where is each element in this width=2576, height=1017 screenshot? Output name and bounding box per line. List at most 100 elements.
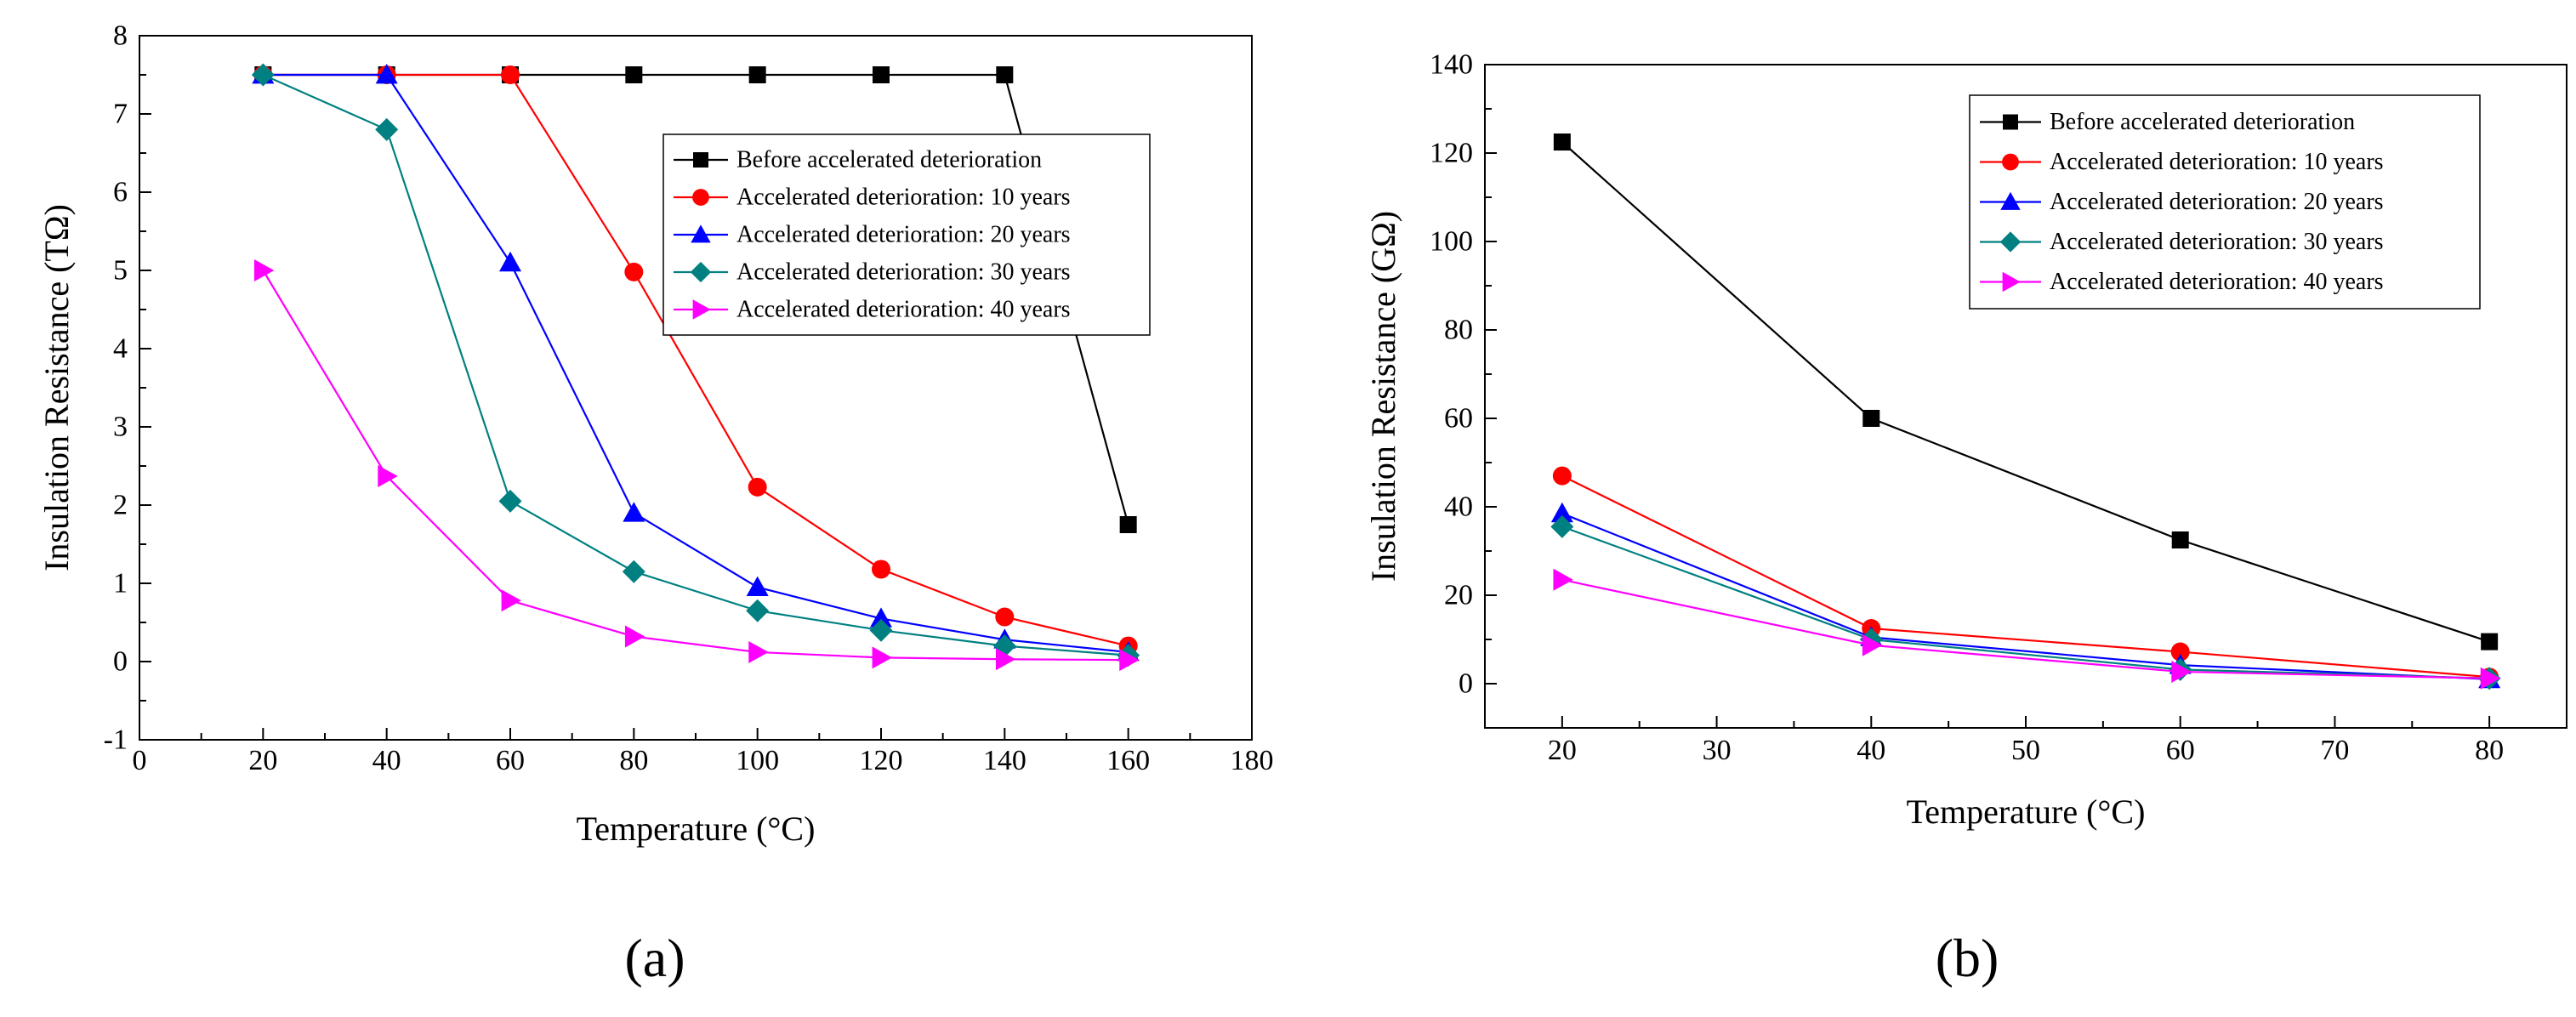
y-tick-label: 1 bbox=[113, 568, 128, 599]
data-point bbox=[251, 63, 275, 87]
legend-item: Accelerated deterioration: 20 years bbox=[1980, 189, 2384, 215]
data-point bbox=[1862, 410, 1880, 427]
y-tick-label: 40 bbox=[1444, 491, 1473, 523]
data-point bbox=[1550, 514, 1574, 538]
data-point bbox=[1119, 516, 1137, 533]
y-tick-label: 20 bbox=[1444, 580, 1473, 611]
y-tick-label: 0 bbox=[113, 646, 128, 678]
data-point bbox=[501, 589, 521, 612]
legend-marker bbox=[2002, 153, 2019, 171]
y-tick-label: 8 bbox=[113, 20, 128, 52]
legend-item: Accelerated deterioration: 40 years bbox=[1980, 269, 2384, 295]
panel-label-a: (a) bbox=[624, 928, 685, 988]
data-point bbox=[1119, 649, 1140, 672]
x-tick-label: 160 bbox=[1106, 745, 1150, 776]
data-point bbox=[995, 648, 1016, 671]
data-point bbox=[1550, 502, 1573, 523]
legend-item: Accelerated deterioration: 10 years bbox=[1980, 149, 2384, 175]
x-tick-label: 140 bbox=[983, 745, 1026, 776]
y-tick-label: 120 bbox=[1430, 138, 1473, 169]
x-tick-label: 20 bbox=[248, 745, 277, 776]
legend-item: Before accelerated deterioration bbox=[1980, 109, 2355, 135]
series-line bbox=[262, 270, 1129, 662]
data-point bbox=[375, 117, 399, 141]
x-tick-label: 100 bbox=[736, 745, 779, 776]
legend-marker bbox=[2003, 114, 2018, 130]
data-point bbox=[2481, 633, 2499, 651]
series-line bbox=[1561, 526, 2490, 679]
legend-label: Accelerated deterioration: 10 years bbox=[736, 185, 1071, 211]
data-point bbox=[2480, 667, 2501, 690]
x-tick-label: 60 bbox=[2166, 735, 2195, 766]
x-tick-label: 180 bbox=[1231, 745, 1274, 776]
series-line bbox=[263, 73, 1129, 647]
data-point bbox=[746, 599, 770, 622]
legend-item: Accelerated deterioration: 10 years bbox=[674, 185, 1071, 211]
y-tick-label: 5 bbox=[113, 255, 128, 287]
series-3 bbox=[1550, 502, 2501, 689]
series-line bbox=[1561, 474, 2490, 679]
legend-item: Before accelerated deterioration bbox=[674, 147, 1042, 173]
legend-label: Accelerated deterioration: 30 years bbox=[736, 259, 1071, 286]
y-tick-label: -1 bbox=[104, 724, 128, 756]
series-5 bbox=[1553, 568, 2501, 690]
y-axis-title: Insulation Resistance (TΩ) bbox=[37, 204, 76, 571]
legend-marker bbox=[2000, 191, 2021, 210]
legend-item: Accelerated deterioration: 30 years bbox=[674, 259, 1071, 286]
series-layer bbox=[251, 63, 1140, 672]
data-point bbox=[1862, 633, 1883, 656]
x-axis-title: Temperature (°C) bbox=[577, 810, 816, 848]
data-point bbox=[748, 66, 766, 83]
legend-marker bbox=[693, 152, 708, 168]
data-point bbox=[623, 502, 645, 522]
x-tick-label: 30 bbox=[1703, 735, 1732, 766]
series-layer bbox=[1550, 134, 2501, 690]
legend-marker bbox=[692, 189, 709, 206]
y-axis-title: Insulation Resistance (GΩ) bbox=[1364, 211, 1402, 582]
y-tick-label: 3 bbox=[113, 412, 128, 443]
x-tick-label: 40 bbox=[1857, 735, 1885, 766]
series-1 bbox=[1553, 134, 2499, 651]
data-point bbox=[870, 607, 892, 628]
series-5 bbox=[253, 259, 1140, 672]
y-tick-label: 60 bbox=[1444, 403, 1473, 435]
data-point bbox=[996, 66, 1014, 83]
legend-marker bbox=[690, 261, 712, 283]
legend-item: Accelerated deterioration: 20 years bbox=[674, 222, 1071, 248]
x-axis-title: Temperature (°C) bbox=[1907, 793, 2146, 831]
axis-ticks: 20 30 40 50 60 70 80 0 20 40 60 80 100 120 140 bbox=[1430, 49, 2504, 767]
legend-marker bbox=[692, 299, 711, 320]
series-line bbox=[1561, 578, 2490, 679]
series-line bbox=[1561, 141, 2490, 643]
x-tick-label: 80 bbox=[2475, 735, 2504, 766]
legend-label: Accelerated deterioration: 20 years bbox=[2050, 189, 2384, 215]
data-point bbox=[748, 477, 767, 497]
x-tick-label: 20 bbox=[1548, 735, 1577, 766]
x-tick-label: 70 bbox=[2320, 735, 2349, 766]
legend: Before accelerated deterioration Accelera… bbox=[1969, 94, 2481, 310]
y-tick-label: 100 bbox=[1430, 226, 1473, 258]
data-point bbox=[748, 640, 769, 663]
legend-item: Accelerated deterioration: 40 years bbox=[674, 297, 1071, 323]
legend-box bbox=[1969, 94, 2481, 310]
y-tick-label: 140 bbox=[1430, 49, 1473, 81]
data-point bbox=[872, 646, 892, 669]
data-point bbox=[746, 576, 769, 596]
legend-label: Accelerated deterioration: 20 years bbox=[736, 222, 1071, 248]
x-tick-label: 60 bbox=[496, 745, 525, 776]
data-point bbox=[624, 262, 644, 281]
x-tick-label: 0 bbox=[133, 745, 147, 776]
series-line bbox=[263, 73, 1129, 654]
data-point bbox=[1553, 568, 1573, 591]
data-point bbox=[2171, 531, 2189, 548]
data-point bbox=[499, 251, 521, 272]
data-point bbox=[872, 560, 890, 579]
series-4 bbox=[251, 63, 1140, 668]
data-point bbox=[625, 66, 643, 83]
legend-label: Accelerated deterioration: 40 years bbox=[2050, 269, 2384, 295]
y-tick-label: 80 bbox=[1444, 315, 1473, 346]
data-point bbox=[498, 489, 522, 513]
